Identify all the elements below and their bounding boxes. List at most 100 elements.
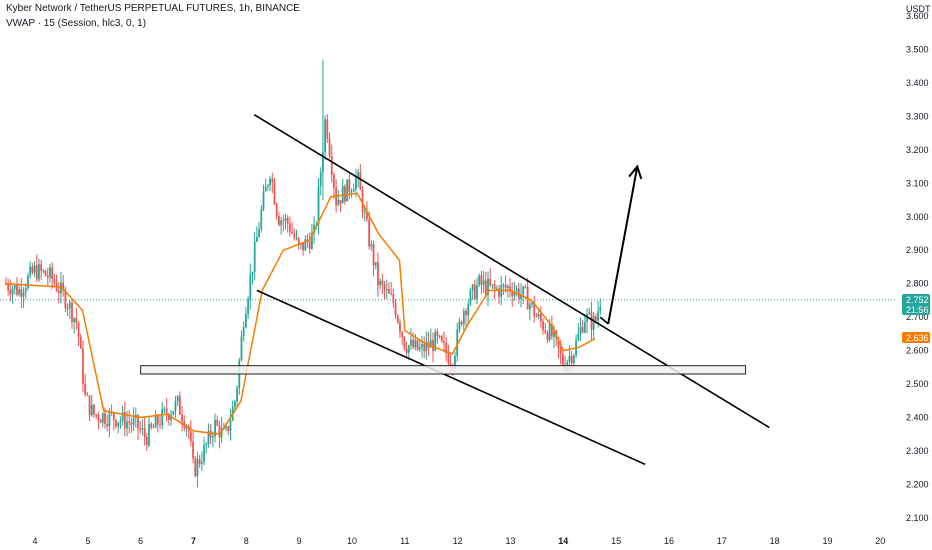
candle-body: [295, 237, 298, 239]
candle-body: [126, 421, 128, 429]
candle-body: [568, 355, 571, 362]
drawings-layer[interactable]: [140, 114, 770, 466]
candle-body: [339, 200, 342, 204]
candle-body: [504, 284, 507, 288]
candle-body: [546, 332, 549, 341]
candle-body: [570, 355, 573, 364]
countdown-label: 21:56: [906, 305, 929, 315]
candle-body: [233, 401, 236, 407]
upper-trendline[interactable]: [253, 114, 770, 429]
candle-body: [302, 243, 305, 251]
candle-body: [432, 340, 434, 351]
candle-body: [209, 430, 212, 438]
candle-body: [553, 330, 555, 337]
candle-body: [88, 395, 91, 416]
candle-body: [53, 279, 56, 284]
candle-body: [71, 302, 73, 323]
y-tick-label: 2.500: [906, 379, 929, 389]
candle-body: [363, 211, 366, 213]
candle-body: [577, 333, 580, 341]
candle-body: [330, 155, 333, 176]
price-axis[interactable]: USDT 3.600 3.500 3.400 3.300 3.200 3.100 3.000…: [897, 0, 932, 532]
candle-body: [509, 286, 511, 292]
y-tick-label: 3.400: [906, 78, 929, 88]
candle-body: [326, 119, 329, 139]
candle-body: [227, 426, 230, 432]
candle-body: [405, 348, 408, 353]
candle-body: [178, 396, 181, 415]
candle-body: [348, 179, 351, 193]
candle-body: [319, 171, 322, 187]
candle-body: [9, 289, 12, 295]
candle-body: [487, 278, 489, 295]
candle-body: [396, 315, 399, 323]
candle-body: [75, 318, 78, 323]
candle-body: [328, 138, 331, 156]
candle-body: [447, 353, 450, 364]
candle-body: [187, 426, 190, 432]
x-tick-label: 20: [875, 536, 885, 546]
indicator-legend[interactable]: VWAP · 15 (Session, hlc3, 0, 1): [6, 18, 147, 29]
breakout-arrow[interactable]: [607, 166, 639, 325]
candle-body: [38, 264, 40, 280]
x-tick-label: 5: [85, 536, 90, 546]
time-axis[interactable]: 4 5 6 7 8 9 10 11 12 13 14 15 16 17 18 19 20: [0, 532, 932, 550]
candle-body: [392, 294, 395, 304]
candle-body: [385, 289, 388, 291]
candle-body: [95, 414, 98, 416]
candle-body: [383, 284, 386, 291]
candle-body: [458, 321, 461, 330]
candle-body: [594, 316, 597, 321]
candle-body: [533, 302, 536, 317]
candle-body: [465, 311, 467, 316]
candle-body: [218, 425, 221, 438]
candle-body: [581, 327, 584, 333]
candle-body: [478, 275, 481, 286]
candle-body: [99, 420, 102, 423]
candle-body: [297, 237, 300, 245]
candle-body: [62, 282, 65, 291]
candle-body: [542, 321, 544, 331]
candle-body: [137, 414, 139, 429]
candle-body: [49, 267, 51, 278]
x-tick-label: 13: [505, 536, 515, 546]
candle-body: [456, 329, 459, 356]
candle-body: [51, 267, 54, 280]
candle-body: [229, 420, 232, 432]
candle-body: [189, 431, 192, 442]
candle-body: [165, 408, 168, 416]
candle-body: [46, 275, 49, 278]
y-tick-label: 3.100: [906, 178, 929, 188]
candle-body: [132, 417, 135, 425]
support-zone[interactable]: [140, 365, 747, 375]
candle-body: [502, 284, 505, 286]
candle-body: [372, 244, 375, 266]
candle-body: [31, 266, 34, 273]
candle-body: [194, 458, 197, 477]
x-tick-label: 12: [453, 536, 463, 546]
lower-trendline[interactable]: [256, 289, 646, 466]
breakout-arrow-tail: [599, 316, 609, 325]
y-tick-label: 2.400: [906, 413, 929, 423]
candle-body: [423, 343, 426, 352]
candle-body: [90, 404, 93, 416]
candle-body: [381, 280, 384, 285]
candle-body: [586, 314, 588, 323]
x-tick-label: 17: [717, 536, 727, 546]
candle-body: [368, 219, 371, 247]
y-tick-label: 2.100: [906, 513, 929, 523]
candle-body: [269, 178, 271, 186]
candle-body: [57, 290, 60, 294]
candle-body: [436, 331, 439, 336]
candle-body: [407, 345, 410, 353]
candle-body: [544, 330, 547, 333]
candle-body: [357, 172, 360, 178]
vwap-price-label: 2.636: [906, 333, 929, 343]
candle-body: [394, 303, 397, 316]
candle-body: [535, 316, 538, 318]
candle-body: [145, 437, 148, 446]
candle-body: [592, 316, 595, 330]
candle-body: [211, 436, 214, 438]
candle-body: [108, 411, 111, 427]
